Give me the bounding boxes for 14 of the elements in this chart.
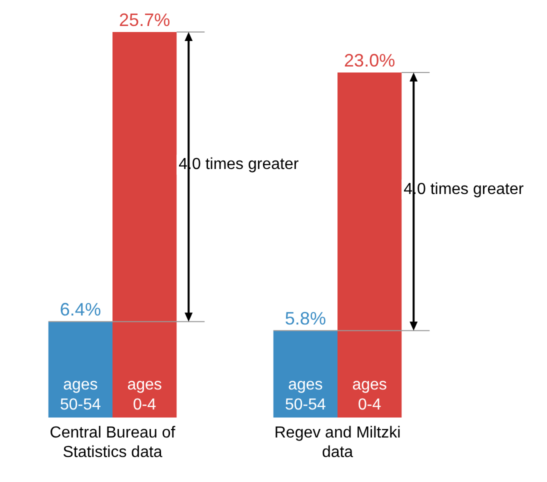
series-label: ages 50-54 xyxy=(60,376,101,414)
text: ages 0-4 xyxy=(352,376,387,414)
bar xyxy=(273,330,338,418)
x-tick-label: Regev and Miltzki data xyxy=(274,424,401,461)
bar xyxy=(338,72,402,418)
data-label: 25.7% xyxy=(119,10,170,30)
data-label: 23.0% xyxy=(344,50,396,70)
data-label: 5.8% xyxy=(284,308,326,329)
text: ages 50-54 xyxy=(284,376,326,414)
series-label: ages 0-4 xyxy=(127,376,162,414)
x-tick-label: Central Bureau of Statistics data xyxy=(50,424,176,461)
bar xyxy=(112,32,177,418)
data-label: 6.4% xyxy=(60,300,101,320)
bar xyxy=(48,322,112,418)
